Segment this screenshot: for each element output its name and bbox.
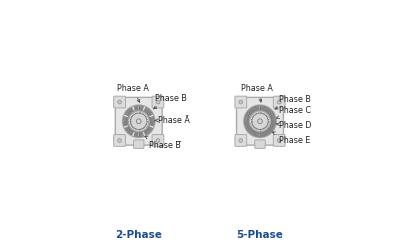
Wedge shape (268, 120, 271, 128)
Circle shape (277, 100, 281, 104)
Wedge shape (248, 106, 257, 115)
FancyBboxPatch shape (235, 134, 247, 146)
Wedge shape (143, 125, 149, 132)
Text: Phase Ā: Phase Ā (155, 116, 190, 125)
Text: Phase A: Phase A (116, 84, 148, 102)
Wedge shape (262, 127, 270, 132)
Wedge shape (256, 131, 264, 132)
Circle shape (277, 138, 281, 142)
Wedge shape (250, 127, 258, 132)
Wedge shape (250, 110, 258, 116)
Wedge shape (249, 114, 252, 122)
Circle shape (250, 111, 270, 132)
Wedge shape (128, 125, 135, 132)
FancyBboxPatch shape (235, 96, 247, 108)
Wedge shape (128, 117, 129, 126)
Text: Phase A: Phase A (242, 84, 273, 102)
Circle shape (122, 105, 155, 138)
Wedge shape (248, 127, 257, 136)
Wedge shape (148, 116, 154, 126)
FancyBboxPatch shape (115, 97, 162, 145)
Circle shape (136, 119, 141, 124)
Wedge shape (244, 112, 252, 121)
Wedge shape (255, 131, 265, 137)
Circle shape (252, 113, 268, 130)
Wedge shape (256, 110, 264, 112)
Wedge shape (125, 108, 134, 116)
Circle shape (156, 100, 160, 104)
Circle shape (156, 138, 160, 142)
Wedge shape (134, 131, 143, 132)
Circle shape (130, 113, 147, 130)
Text: Phase B: Phase B (275, 95, 311, 109)
FancyBboxPatch shape (152, 96, 164, 108)
FancyBboxPatch shape (255, 140, 265, 148)
Text: Phase B̅: Phase B̅ (145, 136, 181, 150)
Wedge shape (262, 110, 270, 116)
Wedge shape (125, 126, 134, 135)
Wedge shape (268, 112, 276, 121)
Wedge shape (268, 121, 276, 130)
FancyBboxPatch shape (273, 134, 285, 146)
Text: 2-Phase: 2-Phase (115, 230, 162, 240)
Wedge shape (249, 120, 252, 128)
FancyBboxPatch shape (114, 134, 126, 146)
FancyBboxPatch shape (114, 96, 126, 108)
Text: Phase D: Phase D (276, 121, 311, 130)
Wedge shape (123, 116, 129, 126)
FancyBboxPatch shape (134, 140, 144, 148)
FancyBboxPatch shape (152, 134, 164, 146)
Wedge shape (128, 111, 135, 117)
Text: Phase B: Phase B (154, 94, 187, 109)
Circle shape (244, 105, 276, 138)
Wedge shape (134, 106, 144, 112)
Wedge shape (143, 111, 149, 117)
FancyBboxPatch shape (273, 96, 285, 108)
Circle shape (118, 138, 122, 142)
Wedge shape (148, 117, 150, 126)
Text: Phase C: Phase C (276, 106, 311, 118)
Wedge shape (244, 121, 252, 130)
Wedge shape (268, 114, 271, 122)
Circle shape (239, 100, 243, 104)
Circle shape (258, 119, 262, 124)
Text: 5-Phase: 5-Phase (236, 230, 284, 240)
Wedge shape (144, 126, 152, 135)
Text: Phase E: Phase E (272, 132, 310, 145)
Circle shape (239, 138, 243, 142)
FancyBboxPatch shape (236, 97, 284, 145)
Wedge shape (134, 110, 143, 112)
Wedge shape (263, 106, 272, 115)
Wedge shape (134, 131, 144, 137)
Circle shape (128, 111, 149, 132)
Circle shape (118, 100, 122, 104)
Wedge shape (263, 127, 272, 136)
Wedge shape (255, 106, 265, 112)
Wedge shape (144, 108, 152, 116)
